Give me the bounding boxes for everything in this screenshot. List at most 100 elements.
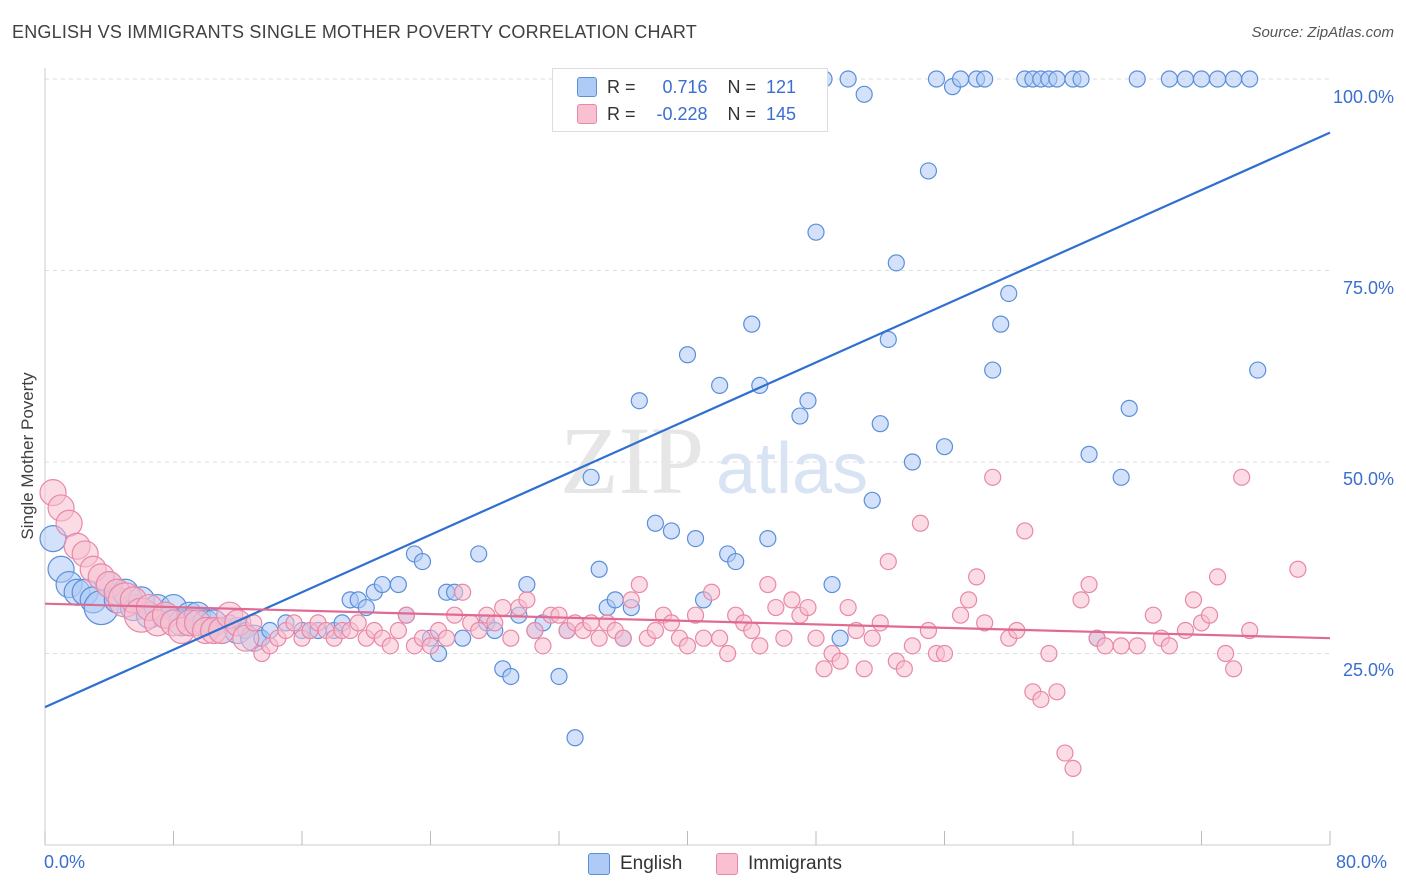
immigrants-n-label: N = xyxy=(727,103,757,124)
english-point xyxy=(743,315,761,333)
source-credit: Source: ZipAtlas.com xyxy=(1251,24,1394,41)
english-point xyxy=(992,315,1010,333)
bottom-legend-english[interactable]: English xyxy=(588,851,682,877)
immigrants-point xyxy=(526,621,544,640)
immigrants-point xyxy=(919,621,938,640)
english-point xyxy=(590,560,608,578)
immigrants-point xyxy=(437,629,456,647)
immigrants-point xyxy=(590,629,608,647)
english-point xyxy=(1112,468,1130,486)
english-legend-label: English xyxy=(620,853,683,874)
english-point xyxy=(646,514,664,532)
chart-title: ENGLISH VS IMMIGRANTS SINGLE MOTHER POVE… xyxy=(12,22,697,42)
immigrants-point xyxy=(783,591,801,609)
immigrants-point xyxy=(911,514,930,532)
immigrants-point xyxy=(1072,591,1090,609)
english-point xyxy=(903,453,921,471)
immigrants-point xyxy=(1048,683,1066,701)
english-point xyxy=(630,392,648,410)
immigrants-point xyxy=(55,509,83,537)
english-point xyxy=(1080,445,1098,463)
english-point xyxy=(799,392,817,410)
english-point xyxy=(879,330,897,349)
immigrants-point xyxy=(622,591,640,609)
english-point xyxy=(1160,70,1178,88)
english-legend-swatch xyxy=(588,853,610,875)
immigrants-point xyxy=(646,621,664,640)
axes xyxy=(44,68,1331,846)
immigrants-point xyxy=(381,637,399,655)
english-point xyxy=(887,254,905,272)
immigrants-point xyxy=(694,629,713,647)
english-point xyxy=(502,667,520,686)
immigrants-point xyxy=(678,637,697,655)
immigrants-points xyxy=(39,468,1307,778)
immigrants-point xyxy=(968,568,986,586)
english-point xyxy=(1176,70,1195,88)
immigrants-point xyxy=(807,629,825,647)
immigrants-point xyxy=(349,614,367,632)
immigrants-point xyxy=(1040,644,1058,663)
y-tick-label-50: 50.0% xyxy=(1342,469,1394,489)
english-point xyxy=(686,529,705,548)
english-point xyxy=(791,407,809,425)
english-point xyxy=(389,575,407,594)
watermark-atlas: atlas xyxy=(716,429,868,509)
english-point xyxy=(413,552,432,571)
x-tick-label-min: 0.0% xyxy=(44,852,86,872)
immigrants-point xyxy=(711,629,729,647)
y-tick-label-25: 25.0% xyxy=(1342,660,1394,680)
english-point xyxy=(566,729,584,747)
immigrants-point xyxy=(1064,759,1082,778)
immigrants-point xyxy=(1208,568,1227,586)
trend-lines xyxy=(44,131,1331,709)
y-tick-label-75: 75.0% xyxy=(1342,278,1394,298)
immigrants-point xyxy=(1080,575,1098,594)
immigrants-point xyxy=(1016,522,1034,540)
x-tick-label-max: 80.0% xyxy=(1336,852,1388,872)
immigrants-point xyxy=(903,637,921,655)
bottom-legend-immigrants[interactable]: Immigrants xyxy=(716,851,842,877)
immigrants-point xyxy=(486,614,504,632)
english-point xyxy=(951,70,970,88)
immigrants-point xyxy=(863,629,881,647)
english-point xyxy=(518,575,536,594)
immigrants-point xyxy=(871,614,889,632)
english-point xyxy=(1225,70,1243,88)
english-point xyxy=(1249,361,1267,379)
english-point xyxy=(662,522,681,540)
immigrants-point xyxy=(1096,637,1114,655)
immigrants-point xyxy=(534,637,552,655)
immigrants-point xyxy=(976,614,994,632)
immigrants-point xyxy=(951,606,970,624)
immigrants-point xyxy=(879,552,897,571)
immigrants-point xyxy=(839,598,857,617)
gridlines xyxy=(45,78,1330,654)
english-point xyxy=(919,162,938,180)
immigrants-point xyxy=(702,583,721,601)
immigrants-point xyxy=(421,637,440,655)
english-r-label: R = xyxy=(607,76,636,97)
immigrants-point xyxy=(662,614,681,632)
immigrants-point xyxy=(518,591,536,609)
immigrants-point xyxy=(1216,644,1235,663)
english-point xyxy=(470,545,488,563)
english-n-label: N = xyxy=(727,76,757,97)
immigrants-point xyxy=(454,583,472,601)
immigrants-trend-line xyxy=(44,602,1331,640)
immigrants-point xyxy=(1144,606,1162,624)
immigrants-point xyxy=(1056,744,1074,762)
english-point xyxy=(373,575,391,594)
immigrants-point xyxy=(767,598,785,617)
immigrants-n-value: 145 xyxy=(766,103,797,124)
english-point xyxy=(823,575,841,594)
english-point xyxy=(855,85,873,103)
english-point xyxy=(839,70,857,88)
immigrants-point xyxy=(1128,637,1146,655)
immigrants-point xyxy=(614,629,632,647)
immigrants-legend-label: Immigrants xyxy=(748,853,842,874)
english-point xyxy=(582,468,600,486)
english-point xyxy=(807,223,825,241)
immigrants-point xyxy=(686,606,705,624)
